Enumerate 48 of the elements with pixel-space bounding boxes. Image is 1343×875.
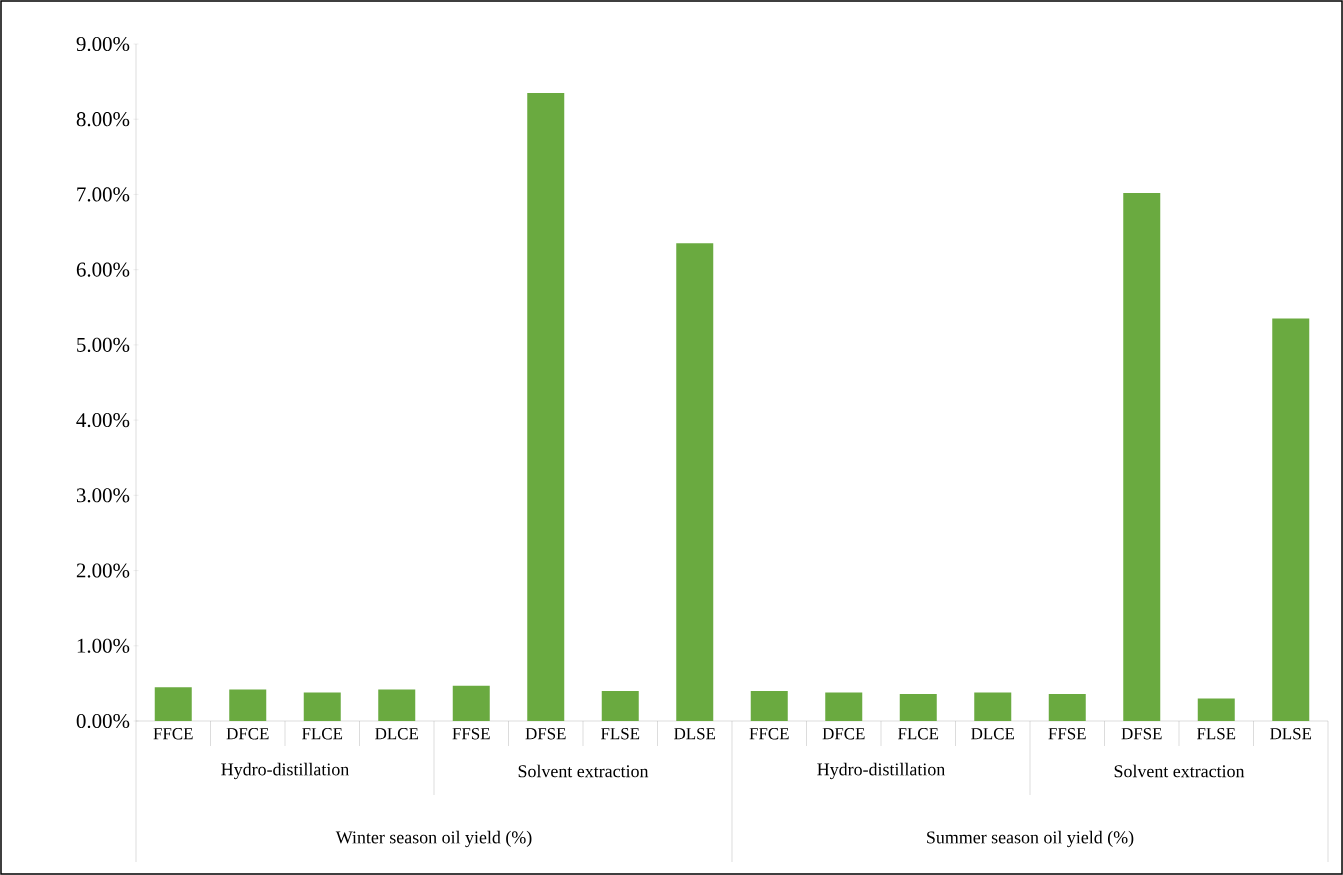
x-tick-label: DLCE <box>971 728 1015 740</box>
x-tick-label: FLCE <box>302 728 343 740</box>
bar <box>303 692 341 721</box>
bar <box>601 690 639 721</box>
x-tick-label: FLSE <box>1196 728 1236 740</box>
y-tick-label: 1.00% <box>77 638 130 653</box>
bar <box>378 689 416 721</box>
bar <box>750 690 788 721</box>
text: Solvent extraction <box>518 764 649 778</box>
y-tick-label: 8.00% <box>76 112 130 127</box>
text: Solvent extraction <box>1114 764 1245 778</box>
y-tick-label: 0.00% <box>76 713 130 729</box>
x-tick-label: DFCE <box>226 728 269 740</box>
bar <box>154 687 192 721</box>
bar <box>1123 192 1161 721</box>
bar <box>229 689 267 721</box>
y-tick-label: 7.00% <box>77 187 130 202</box>
y-tick-label: 4.00% <box>76 413 130 428</box>
bar <box>527 92 565 721</box>
bar <box>825 692 863 721</box>
text: Hydro-distillation <box>221 762 350 780</box>
x-tick-label: FLCE <box>898 728 939 740</box>
x-tick-label: DFCE <box>822 728 865 740</box>
bar <box>899 693 937 721</box>
x-tick-label: DFSE <box>1121 728 1162 740</box>
bar <box>452 685 490 721</box>
x-tick-label: FFSE <box>452 728 490 740</box>
text: Winter season oil yield (%) <box>335 830 532 848</box>
x-tick-label: DLCE <box>375 728 419 740</box>
x-tick-label: DLSE <box>1270 728 1312 740</box>
y-tick-label: 3.00% <box>76 488 130 503</box>
y-tick-label: 6.00% <box>76 262 130 277</box>
y-tick-label: 2.00% <box>76 563 130 578</box>
text: Summer season oil yield (%) <box>927 830 1134 848</box>
y-tick-label: 5.00% <box>77 337 130 352</box>
bar <box>1197 698 1235 721</box>
bar <box>974 692 1012 721</box>
x-tick-label: DLSE <box>674 728 716 740</box>
x-tick-label: FLSE <box>600 728 640 740</box>
x-tick-label: FFCE <box>153 728 193 740</box>
bar <box>676 243 714 721</box>
text: Hydro-distillation <box>817 762 946 780</box>
x-tick-label: DFSE <box>525 728 566 740</box>
x-tick-label: FFSE <box>1048 728 1086 740</box>
y-tick-label: 9.00% <box>76 36 130 52</box>
bar <box>1272 318 1310 721</box>
bar <box>1048 693 1086 721</box>
x-tick-label: FFCE <box>749 728 789 740</box>
